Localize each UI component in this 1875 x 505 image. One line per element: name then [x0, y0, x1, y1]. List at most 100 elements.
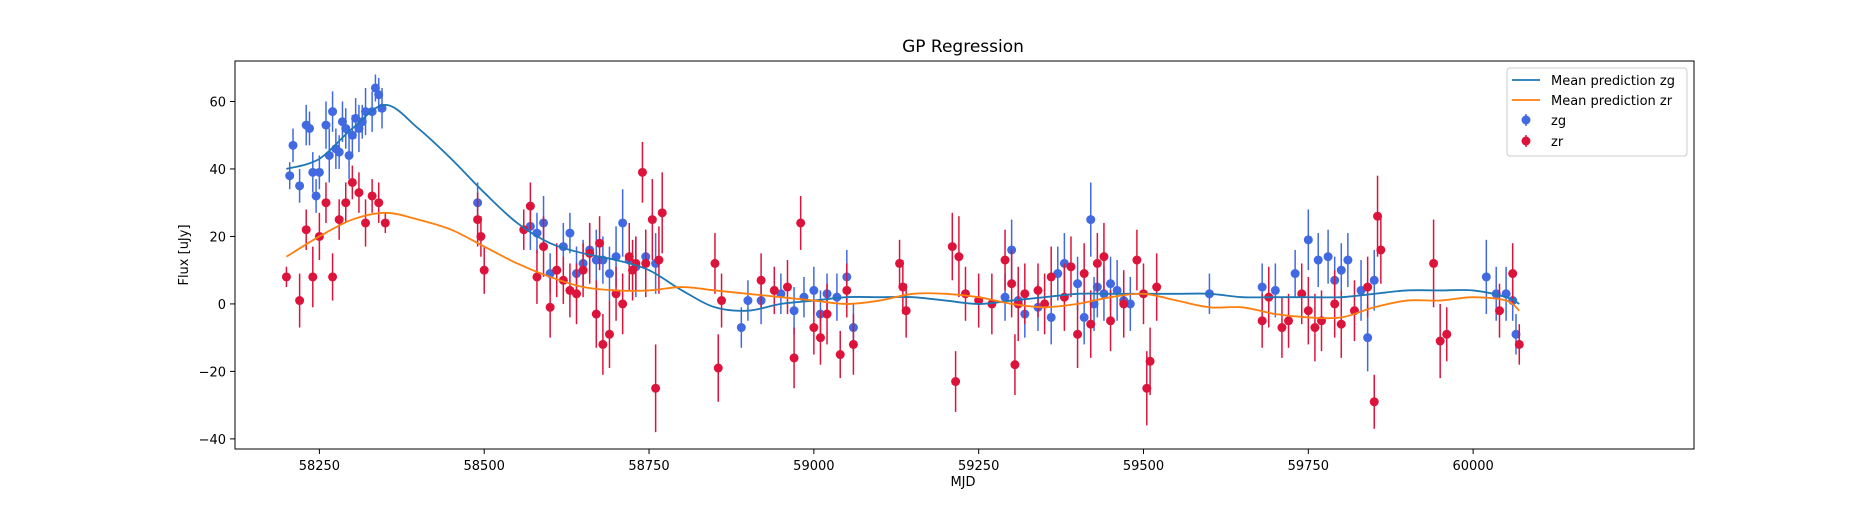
y-axis-label: Flux [uJy]: [177, 224, 192, 285]
data-point: [281, 272, 291, 282]
data-point: [476, 231, 486, 241]
data-point: [647, 215, 657, 225]
data-point: [1112, 285, 1122, 295]
data-point: [295, 296, 305, 306]
data-point: [532, 272, 542, 282]
legend-swatch-zg: [1521, 114, 1531, 126]
data-point: [1007, 279, 1017, 289]
data-point: [951, 377, 961, 387]
data-point: [1297, 289, 1307, 299]
data-point: [1257, 316, 1267, 326]
data-point: [1336, 319, 1346, 329]
data-point: [374, 90, 384, 100]
data-point: [789, 306, 799, 316]
data-point: [624, 252, 634, 262]
y-tick-label: −20: [199, 365, 226, 380]
data-point: [374, 198, 384, 208]
data-point: [337, 117, 347, 127]
data-point: [354, 123, 364, 133]
data-point: [1429, 258, 1439, 268]
data-point: [1073, 329, 1083, 339]
data-point: [1290, 269, 1300, 279]
data-point: [1277, 323, 1287, 333]
data-point: [1435, 336, 1445, 346]
x-axis: 58250 58500 58750 59000 59250 59500 59750 60000: [299, 449, 1494, 474]
data-point: [618, 299, 628, 309]
data-point: [1313, 255, 1323, 265]
data-point: [654, 255, 664, 265]
data-point: [565, 228, 575, 238]
data-point: [1010, 360, 1020, 370]
data-point: [710, 258, 720, 268]
data-point: [1119, 299, 1129, 309]
data-point: [347, 177, 357, 187]
data-point: [595, 238, 605, 248]
x-tick-label: 59750: [1288, 459, 1329, 474]
data-point: [525, 201, 535, 211]
x-tick-label: 58250: [299, 459, 340, 474]
series-zr-points: [281, 141, 1524, 433]
data-point: [1073, 279, 1083, 289]
data-point: [1284, 316, 1294, 326]
data-point: [717, 296, 727, 306]
y-tick-label: 60: [209, 95, 226, 110]
data-point: [1363, 333, 1373, 343]
data-point: [341, 198, 351, 208]
x-tick-label: 58500: [464, 459, 505, 474]
data-point: [1013, 299, 1023, 309]
data-point: [1040, 299, 1050, 309]
data-point: [1106, 279, 1116, 289]
data-point: [835, 350, 845, 360]
data-point: [637, 167, 647, 177]
data-point: [1369, 275, 1379, 285]
legend-label-zg: zg: [1551, 114, 1566, 129]
data-point: [641, 258, 651, 268]
data-point: [1020, 289, 1030, 299]
data-point: [1086, 319, 1096, 329]
x-tick-label: 59500: [1123, 459, 1164, 474]
x-axis-label: MJD: [950, 475, 975, 490]
data-point: [842, 285, 852, 295]
data-point: [1363, 282, 1373, 292]
data-point: [304, 123, 314, 133]
y-axis: −40 −20 0 20 40 60: [199, 95, 235, 448]
data-point: [611, 289, 621, 299]
data-point: [308, 272, 318, 282]
legend-box: [1506, 67, 1688, 157]
chart-legend: Mean prediction zg Mean prediction zr zg…: [1506, 67, 1688, 157]
data-point: [1376, 245, 1386, 255]
data-point: [713, 363, 723, 373]
data-point: [782, 282, 792, 292]
data-point: [1270, 285, 1280, 295]
data-point: [1257, 282, 1267, 292]
data-point: [1508, 269, 1518, 279]
data-point: [288, 140, 298, 150]
data-point: [347, 130, 357, 140]
data-point: [357, 117, 367, 127]
data-point: [895, 258, 905, 268]
data-point: [311, 191, 321, 201]
line-Mean prediction zr: [285, 211, 1520, 320]
data-point: [539, 242, 549, 252]
data-point: [1092, 258, 1102, 268]
line-Mean prediction zg: [286, 103, 1520, 312]
data-point: [1079, 269, 1089, 279]
data-point: [1442, 329, 1452, 339]
data-point: [295, 181, 305, 191]
data-point: [1369, 397, 1379, 407]
data-point: [328, 107, 338, 117]
data-point: [1323, 252, 1333, 262]
data-point: [301, 225, 311, 235]
data-point: [604, 269, 614, 279]
data-point: [1125, 299, 1135, 309]
data-point: [769, 285, 779, 295]
x-tick-label: 58750: [628, 459, 669, 474]
data-point: [960, 289, 970, 299]
data-point: [1033, 285, 1043, 295]
chart-marks: [281, 74, 1524, 433]
data-point: [809, 323, 819, 333]
data-point: [628, 265, 638, 275]
data-point: [743, 296, 753, 306]
